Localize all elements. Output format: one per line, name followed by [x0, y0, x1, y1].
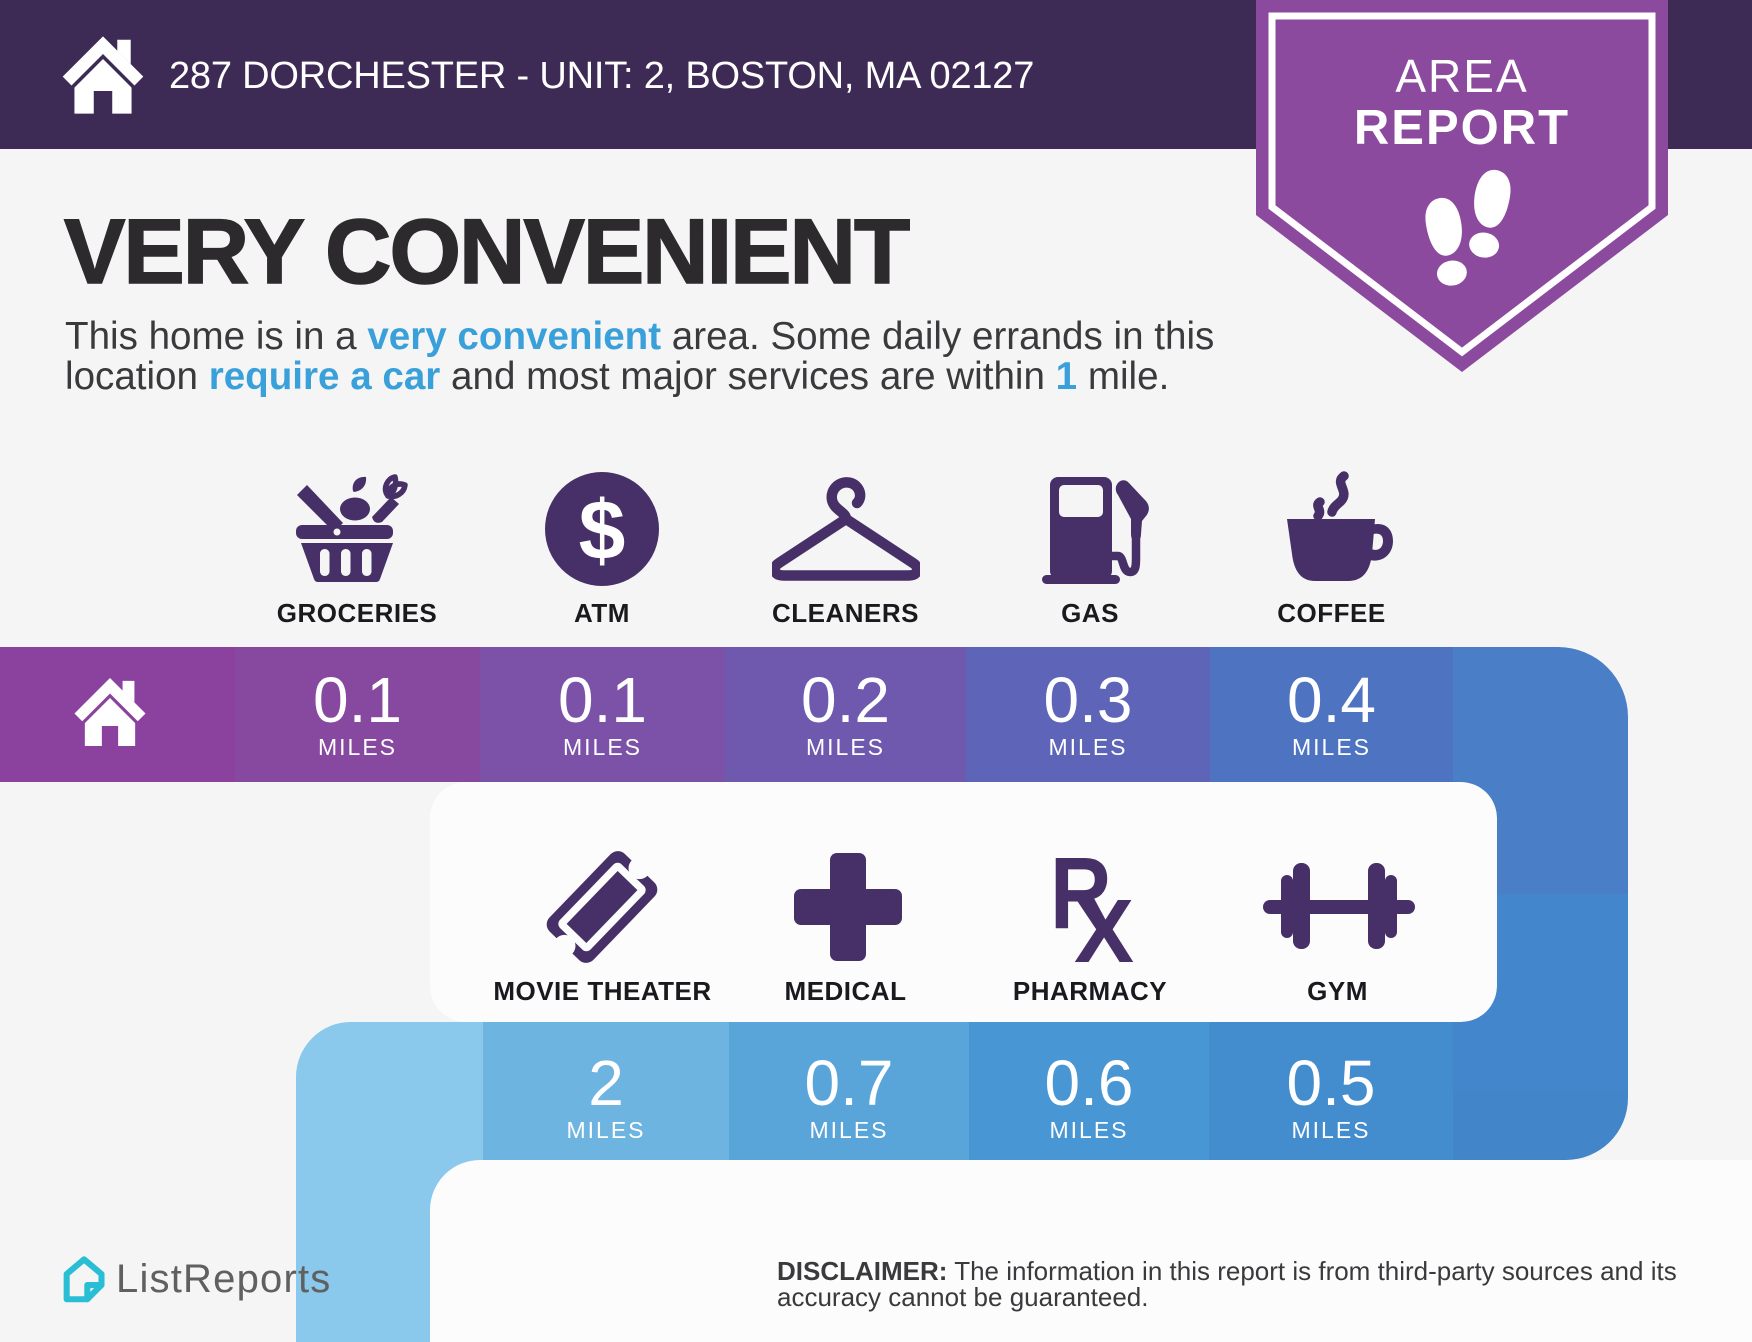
svg-text:X: X: [1074, 882, 1134, 968]
svg-text:REPORT: REPORT: [1354, 101, 1570, 155]
svg-text:AREA: AREA: [1395, 50, 1528, 102]
svg-text:R: R: [1050, 848, 1112, 950]
svg-text:$: $: [579, 483, 626, 577]
